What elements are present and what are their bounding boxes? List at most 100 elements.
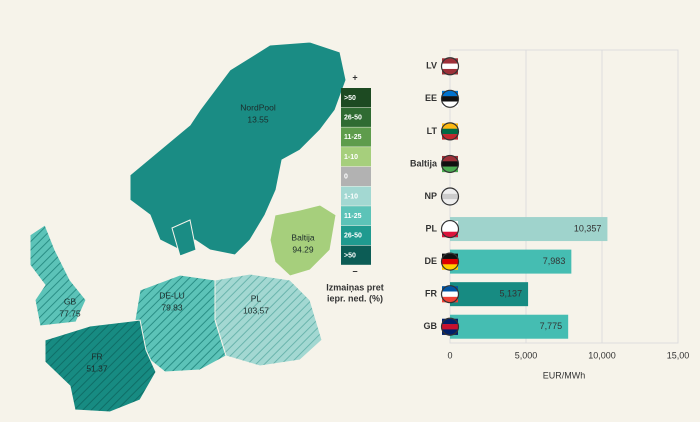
legend-minus: −	[352, 266, 357, 276]
flag-stripe	[442, 134, 458, 140]
flag-stripe	[442, 123, 458, 129]
flag-stripe	[442, 166, 458, 173]
legend-label: 0	[344, 174, 348, 181]
flag-ring	[440, 57, 460, 76]
flag-stripe	[442, 226, 458, 232]
y-tick-label: EE	[425, 93, 437, 103]
nordpool-area	[129, 41, 347, 256]
flag-stripe	[442, 90, 458, 97]
region-name: FR	[91, 351, 102, 361]
flag-stripe	[442, 231, 458, 238]
x-tick-label: 5,000	[515, 350, 538, 360]
flag-stripe	[442, 128, 458, 135]
region-value: 13.55	[247, 114, 269, 124]
flag-ring	[440, 317, 460, 336]
flag-stripe	[442, 264, 458, 270]
legend-swatch	[341, 88, 371, 108]
legend-swatch	[341, 206, 371, 226]
flag-ring	[440, 187, 460, 206]
flag-stripe	[442, 221, 458, 227]
gb-area	[29, 224, 87, 327]
flag-stripe	[442, 188, 458, 195]
flag-stripe	[442, 329, 458, 335]
region-name: DE-LU	[159, 290, 185, 300]
bar	[450, 282, 529, 307]
denmark-area	[171, 219, 197, 257]
legend-label: 11-25	[344, 213, 362, 220]
flag-stripe	[442, 96, 458, 102]
fr-area	[44, 319, 157, 413]
region-name: PL	[251, 293, 262, 303]
value-label: 5,137	[500, 289, 523, 299]
flag-ring	[440, 122, 460, 141]
legend-swatch	[341, 107, 371, 127]
y-tick-label: PL	[425, 223, 437, 233]
y-tick-label: Baltija	[410, 158, 438, 168]
bar	[450, 314, 569, 339]
legend-label: 26-50	[344, 233, 362, 240]
flag-ring	[440, 252, 460, 271]
flag-stripe	[442, 63, 458, 70]
y-tick-label: GB	[424, 321, 438, 331]
flag-stripe	[442, 253, 458, 260]
x-axis-label: EUR/MWh	[543, 370, 586, 380]
region-name: Baltija	[291, 232, 314, 242]
legend-label: 11-25	[344, 134, 362, 141]
y-tick-label: LT	[427, 126, 438, 136]
region-value: 77.75	[59, 308, 81, 318]
pl-area	[214, 273, 323, 367]
legend-label: >50	[344, 95, 356, 102]
flag-stripe	[442, 199, 458, 205]
x-tick-label: 15,00	[667, 350, 690, 360]
flag-stripe	[442, 68, 458, 75]
flag-stripe	[442, 291, 458, 298]
y-tick-label: DE	[424, 256, 437, 266]
flag-stripe	[442, 286, 458, 292]
y-tick-label: LV	[426, 61, 437, 71]
flag-stripe	[442, 318, 458, 325]
flag-stripe	[442, 324, 458, 330]
legend-plus: +	[352, 72, 357, 82]
legend-swatch	[341, 186, 371, 206]
legend-swatch	[341, 245, 371, 265]
flag-ring	[440, 219, 460, 239]
legend-swatch	[341, 166, 371, 186]
y-tick-label: FR	[425, 289, 437, 299]
map	[29, 41, 347, 413]
legend-label: 1-10	[344, 154, 358, 161]
region-value: 94.29	[292, 244, 314, 254]
value-label: 7,983	[543, 256, 566, 266]
flag-ring	[440, 285, 460, 304]
legend-swatch	[341, 147, 371, 167]
legend-label: 1-10	[344, 193, 358, 200]
region-value: 51.37	[86, 363, 108, 373]
x-tick-label: 0	[447, 350, 452, 360]
flag-ring	[440, 154, 460, 174]
flag-stripe	[442, 101, 458, 108]
legend-caption: Izmaiņas pret	[326, 282, 384, 292]
flag-stripe	[442, 296, 458, 303]
flag-stripe	[442, 258, 458, 265]
flag-stripe	[442, 155, 458, 162]
bar	[450, 249, 572, 274]
legend-label: >50	[344, 252, 356, 259]
flag-stripe	[442, 161, 458, 167]
baltija-area	[269, 204, 337, 277]
legend-swatch	[341, 225, 371, 246]
legend-label: 26-50	[344, 115, 362, 122]
legend-caption: iepr. ned. (%)	[327, 293, 383, 303]
y-tick-label: NP	[424, 191, 437, 201]
value-label: 7,775	[540, 321, 563, 331]
value-label: 10,357	[574, 223, 602, 233]
x-tick-label: 10,000	[588, 350, 616, 360]
flag-stripe	[442, 58, 458, 64]
bar	[450, 217, 608, 242]
region-name: GB	[64, 296, 77, 306]
region-value: 79.83	[161, 302, 183, 312]
legend-swatch	[341, 127, 371, 147]
region-name: NordPool	[240, 102, 276, 112]
region-value: 103,57	[243, 305, 269, 315]
flag-ring	[440, 89, 460, 108]
flag-stripe	[442, 193, 458, 200]
